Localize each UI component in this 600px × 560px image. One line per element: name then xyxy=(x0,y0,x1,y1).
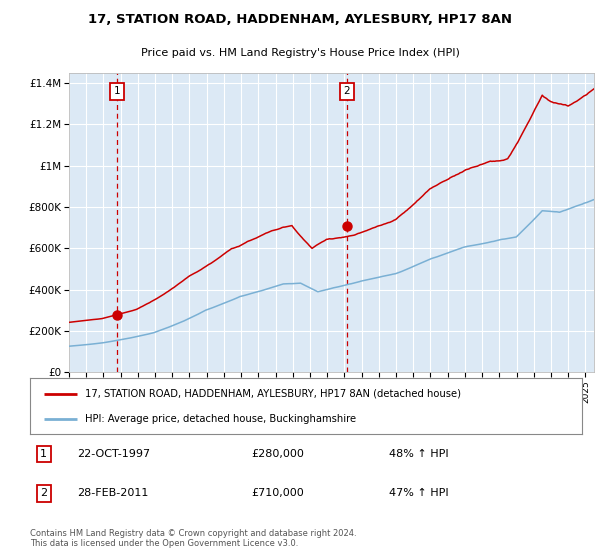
Text: Contains HM Land Registry data © Crown copyright and database right 2024.
This d: Contains HM Land Registry data © Crown c… xyxy=(30,529,356,548)
Text: 2: 2 xyxy=(344,86,350,96)
Text: 48% ↑ HPI: 48% ↑ HPI xyxy=(389,449,448,459)
Text: 22-OCT-1997: 22-OCT-1997 xyxy=(77,449,150,459)
Text: 17, STATION ROAD, HADDENHAM, AYLESBURY, HP17 8AN: 17, STATION ROAD, HADDENHAM, AYLESBURY, … xyxy=(88,13,512,26)
Text: 47% ↑ HPI: 47% ↑ HPI xyxy=(389,488,448,498)
Text: Price paid vs. HM Land Registry's House Price Index (HPI): Price paid vs. HM Land Registry's House … xyxy=(140,48,460,58)
Text: £280,000: £280,000 xyxy=(251,449,304,459)
Text: £710,000: £710,000 xyxy=(251,488,304,498)
Text: 28-FEB-2011: 28-FEB-2011 xyxy=(77,488,148,498)
Text: HPI: Average price, detached house, Buckinghamshire: HPI: Average price, detached house, Buck… xyxy=(85,414,356,424)
Text: 1: 1 xyxy=(114,86,121,96)
Text: 1: 1 xyxy=(40,449,47,459)
Text: 17, STATION ROAD, HADDENHAM, AYLESBURY, HP17 8AN (detached house): 17, STATION ROAD, HADDENHAM, AYLESBURY, … xyxy=(85,389,461,399)
Text: 2: 2 xyxy=(40,488,47,498)
